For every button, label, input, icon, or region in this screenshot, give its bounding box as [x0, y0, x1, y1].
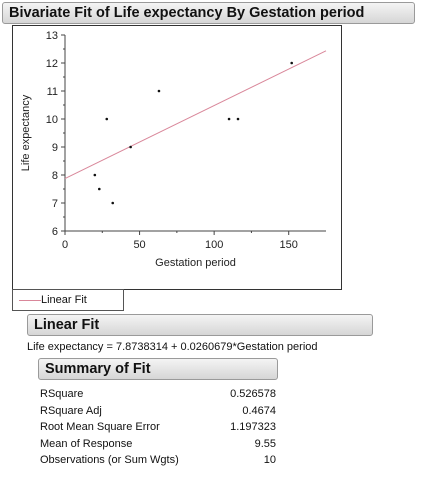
data-point	[93, 173, 97, 177]
scatter-chart: 6 7 8 9 10 11 12 13 0 50 100 150 Gestation period Lif…	[20, 30, 327, 269]
fit-equation: Life expectancy = 7.8738314 + 0.0260679*…	[27, 341, 318, 353]
legend-line-swatch	[19, 300, 41, 301]
y-axis-label: Life expectancy	[20, 94, 32, 171]
summary-row: Observations (or Sum Wgts) 10	[40, 452, 280, 469]
data-point	[105, 117, 109, 121]
summary-label: Root Mean Square Error	[40, 421, 160, 433]
summary-label: Mean of Response	[40, 437, 133, 450]
summary-label: RSquare	[40, 388, 84, 400]
summary-of-fit-header[interactable]: Summary of Fit	[38, 358, 278, 380]
summary-table: RSquare 0.526578 RSquare Adj 0.4674 Root…	[40, 386, 280, 469]
summary-value: 0.4674	[242, 404, 276, 417]
summary-value: 0.526578	[230, 388, 276, 400]
data-point	[129, 145, 132, 149]
x-tick-label: 100	[205, 239, 223, 251]
summary-value: 1.197323	[230, 421, 276, 433]
data-point	[157, 89, 161, 93]
linear-fit-line	[64, 50, 327, 179]
data-point	[98, 187, 101, 191]
y-tick-label: 9	[52, 142, 58, 154]
data-point	[111, 201, 115, 205]
summary-row: RSquare 0.526578	[40, 386, 280, 403]
data-point	[290, 61, 293, 65]
y-tick-label: 7	[52, 198, 58, 210]
data-point	[227, 117, 231, 121]
data-point	[236, 117, 240, 121]
summary-value: 9.55	[254, 437, 276, 450]
x-axis-label: Gestation period	[155, 257, 236, 269]
plot-frame: 6 7 8 9 10 11 12 13 0 50 100 150 Gestation period Lif…	[12, 25, 342, 290]
y-tick-label: 10	[46, 114, 58, 126]
x-tick-label: 0	[62, 239, 68, 251]
summary-row: RSquare Adj 0.4674	[40, 403, 280, 420]
summary-value: 10	[263, 454, 276, 466]
x-tick-label: 150	[280, 239, 298, 251]
y-tick-label: 6	[52, 226, 58, 238]
x-tick-label: 50	[133, 239, 145, 251]
linear-fit-header[interactable]: Linear Fit	[27, 314, 373, 336]
summary-label: Observations (or Sum Wgts)	[40, 454, 179, 466]
summary-row: Root Mean Square Error 1.197323	[40, 419, 280, 436]
legend: Linear Fit	[12, 289, 124, 311]
y-tick-label: 12	[46, 58, 58, 70]
legend-label: Linear Fit	[41, 294, 87, 306]
y-tick-label: 11	[47, 86, 58, 98]
report-title[interactable]: Bivariate Fit of Life expectancy By Gest…	[2, 2, 415, 24]
y-tick-label: 13	[46, 30, 58, 42]
summary-label: RSquare Adj	[40, 404, 102, 417]
y-tick-label: 8	[52, 170, 58, 182]
summary-row: Mean of Response 9.55	[40, 436, 280, 453]
